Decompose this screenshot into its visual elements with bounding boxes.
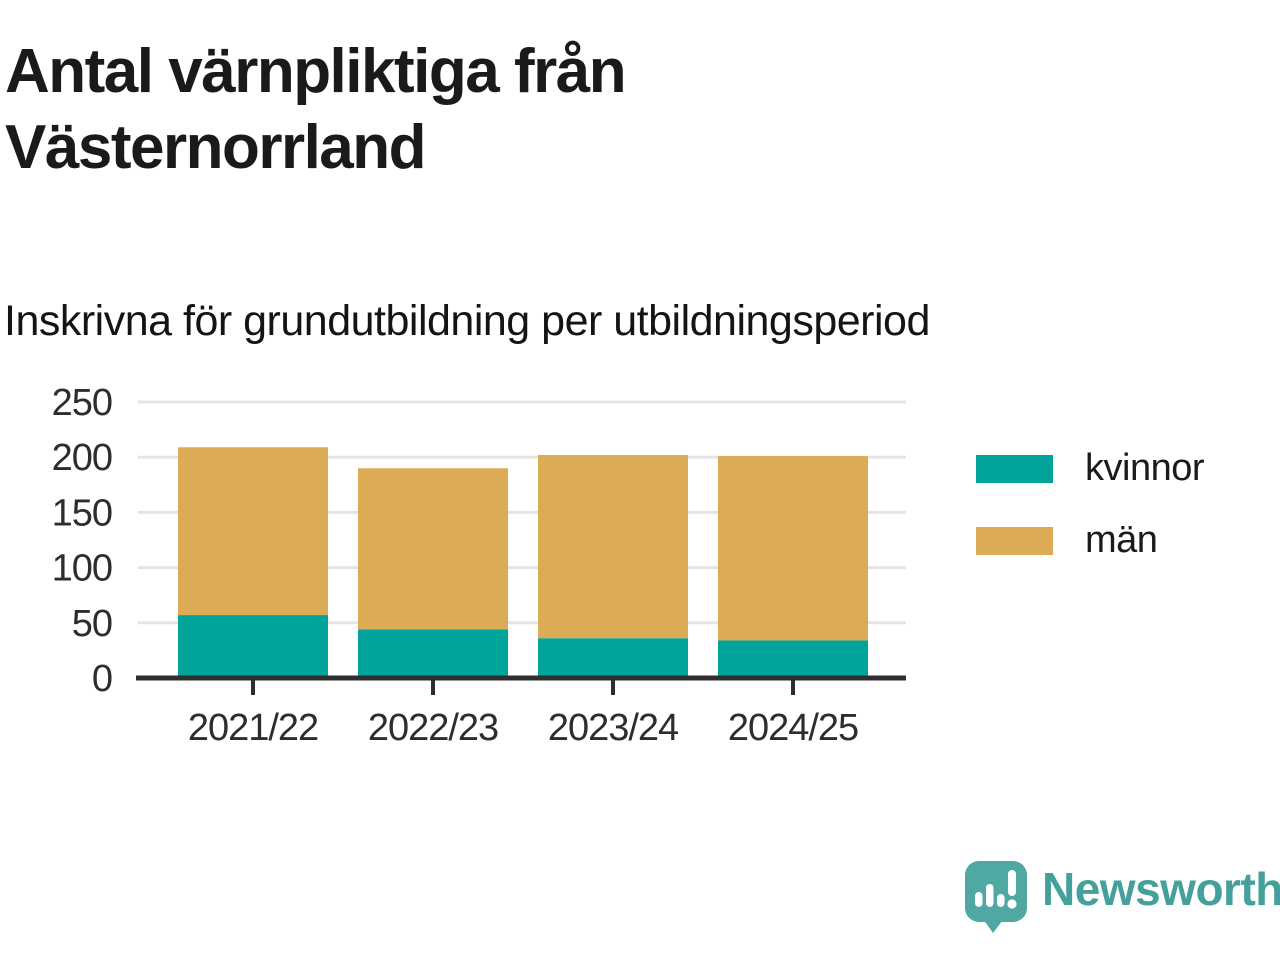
bar-segment-kvinnor-2021/22 bbox=[178, 615, 328, 678]
bar-segment-kvinnor-2024/25 bbox=[718, 640, 868, 678]
x-tick-label: 2022/23 bbox=[368, 707, 498, 749]
y-tick-label: 0 bbox=[92, 658, 112, 700]
x-tick-label: 2024/25 bbox=[728, 707, 858, 749]
legend-label-man: män bbox=[1085, 519, 1158, 561]
chart-title: Antal värnpliktiga från Västernorrland bbox=[5, 37, 627, 182]
legend-label-kvinnor: kvinnor bbox=[1085, 447, 1205, 489]
legend-swatch-kvinnor bbox=[976, 454, 1053, 483]
bar-segment-män-2022/23 bbox=[358, 468, 508, 630]
y-tick-label: 50 bbox=[72, 603, 112, 645]
y-tick-label: 250 bbox=[52, 382, 112, 424]
x-tick-label: 2023/24 bbox=[548, 707, 679, 749]
legend-swatch-man bbox=[976, 526, 1053, 555]
bar-segment-kvinnor-2022/23 bbox=[358, 629, 508, 678]
chart-legend: kvinnor män bbox=[976, 447, 1205, 562]
y-tick-label: 150 bbox=[52, 492, 112, 534]
y-tick-label: 200 bbox=[52, 437, 112, 479]
bar-segment-män-2021/22 bbox=[178, 447, 328, 616]
bar-segment-män-2024/25 bbox=[718, 456, 868, 641]
newsworthy-logo-icon bbox=[965, 861, 1027, 933]
legend-item-kvinnor: kvinnor bbox=[976, 447, 1205, 490]
x-tick-label: 2021/22 bbox=[188, 707, 318, 749]
bar-segment-män-2023/24 bbox=[538, 454, 688, 639]
newsworthy-wordmark: Newsworthy bbox=[1042, 863, 1280, 915]
legend-item-man: män bbox=[976, 519, 1204, 562]
y-tick-label: 100 bbox=[52, 548, 112, 590]
newsworthy-branding: Newsworthy bbox=[962, 858, 1280, 934]
chart-subtitle: Inskrivna för grundutbildning per utbild… bbox=[4, 297, 930, 345]
bar-segment-kvinnor-2023/24 bbox=[538, 638, 688, 678]
